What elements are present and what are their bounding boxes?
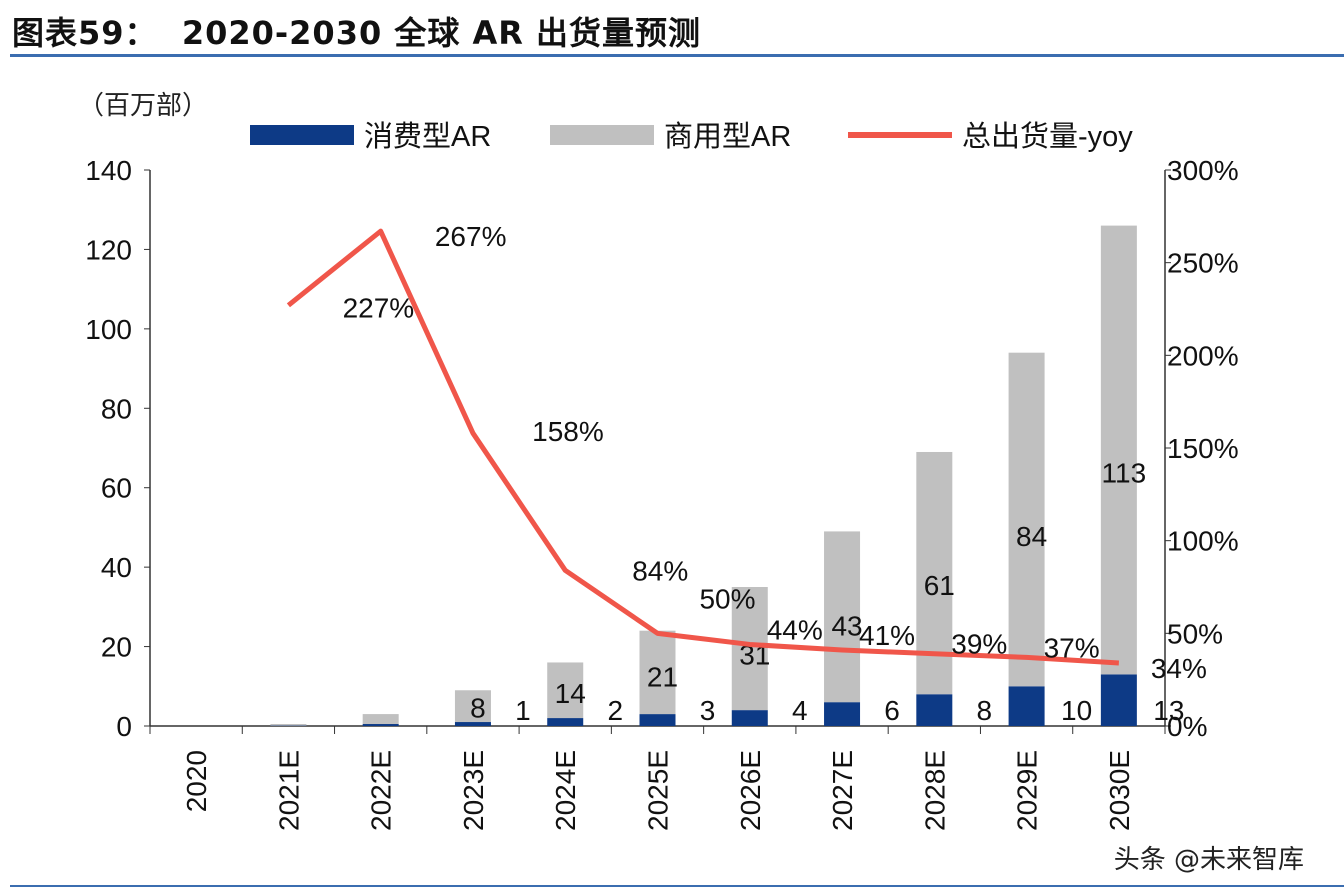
- consumer-data-label: 3: [700, 695, 716, 726]
- yoy-data-label: 84%: [632, 555, 688, 586]
- consumer-data-label: 13: [1153, 695, 1184, 726]
- yoy-data-label: 39%: [951, 629, 1007, 660]
- yoy-data-label: 227%: [343, 292, 415, 323]
- commercial-bar: [824, 531, 861, 703]
- left-tick-label: 40: [101, 552, 132, 583]
- title-rule: [10, 54, 1344, 57]
- left-tick-label: 140: [85, 155, 132, 186]
- consumer-bar: [731, 710, 768, 726]
- yoy-data-label: 34%: [1151, 653, 1207, 684]
- bottom-rule: [10, 885, 1344, 887]
- commercial-bar: [1100, 225, 1137, 675]
- yoy-data-label: 44%: [767, 614, 823, 645]
- right-tick-label: 100%: [1167, 526, 1239, 557]
- chart-title: 图表59： 2020-2030 全球 AR 出货量预测: [12, 14, 702, 52]
- consumer-data-label: 6: [884, 695, 900, 726]
- x-tick-label: 2020: [181, 750, 212, 812]
- x-tick-label: 2024E: [550, 750, 581, 831]
- consumer-data-label: 4: [792, 695, 808, 726]
- x-tick-label: 2021E: [273, 750, 304, 831]
- yoy-data-label: 41%: [859, 620, 915, 651]
- commercial-data-label: 43: [831, 610, 862, 641]
- right-tick-label: 150%: [1167, 433, 1239, 464]
- x-tick-label: 2030E: [1104, 750, 1135, 831]
- right-tick-label: 250%: [1167, 248, 1239, 279]
- commercial-data-label: 8: [470, 693, 486, 724]
- right-tick-label: 50%: [1167, 618, 1223, 649]
- commercial-data-label: 14: [555, 678, 586, 709]
- x-tick-label: 2027E: [827, 750, 858, 831]
- consumer-data-label: 10: [1061, 695, 1092, 726]
- commercial-data-label: 21: [647, 662, 678, 693]
- x-tick-label: 2026E: [735, 750, 766, 831]
- left-tick-label: 60: [101, 473, 132, 504]
- commercial-data-label: 84: [1016, 521, 1047, 552]
- yoy-data-label: 50%: [699, 583, 755, 614]
- x-tick-label: 2028E: [919, 750, 950, 831]
- commercial-data-label: 113: [1102, 457, 1147, 488]
- left-tick-label: 100: [85, 314, 132, 345]
- y-unit-label: （百万部）: [78, 90, 208, 120]
- commercial-bar: [454, 690, 491, 723]
- legend-label-consumer: 消费型AR: [364, 120, 491, 153]
- right-tick-label: 300%: [1167, 155, 1239, 186]
- yoy-data-label: 267%: [435, 221, 507, 252]
- consumer-bar: [916, 694, 953, 726]
- consumer-bar: [454, 722, 491, 726]
- watermark: 头条 @未来智库: [1113, 845, 1304, 875]
- right-tick-label: 200%: [1167, 340, 1239, 371]
- x-tick-label: 2022E: [366, 750, 397, 831]
- commercial-data-label: 61: [924, 570, 955, 601]
- consumer-data-label: 2: [607, 695, 623, 726]
- consumer-bar: [639, 714, 676, 726]
- legend-swatch-commercial: [550, 125, 654, 145]
- yoy-data-label: 37%: [1044, 632, 1100, 663]
- commercial-bar: [1008, 352, 1045, 687]
- x-tick-label: 2023E: [458, 750, 489, 831]
- left-tick-label: 20: [101, 632, 132, 663]
- left-tick-label: 120: [85, 234, 132, 265]
- consumer-bar: [1100, 674, 1137, 726]
- consumer-data-label: 8: [977, 695, 993, 726]
- left-tick-label: 80: [101, 393, 132, 424]
- x-tick-label: 2029E: [1012, 750, 1043, 831]
- x-tick-label: 2025E: [643, 750, 674, 831]
- left-tick-label: 0: [116, 711, 132, 742]
- commercial-bar: [639, 630, 676, 715]
- commercial-bar: [362, 714, 399, 725]
- legend-swatch-consumer: [250, 125, 354, 145]
- consumer-data-label: 1: [515, 695, 531, 726]
- commercial-bar: [547, 662, 584, 719]
- consumer-bar: [362, 724, 399, 726]
- commercial-bar: [270, 724, 307, 726]
- legend-label-commercial: 商用型AR: [664, 120, 791, 153]
- consumer-bar: [824, 702, 861, 726]
- consumer-bar: [1008, 686, 1045, 726]
- right-tick-label: 0%: [1167, 711, 1207, 742]
- commercial-bar: [731, 587, 768, 711]
- yoy-data-label: 158%: [532, 416, 604, 447]
- yoy-line: [286, 228, 1120, 666]
- consumer-bar: [547, 718, 584, 726]
- legend-label-yoy: 总出货量-yoy: [962, 120, 1133, 153]
